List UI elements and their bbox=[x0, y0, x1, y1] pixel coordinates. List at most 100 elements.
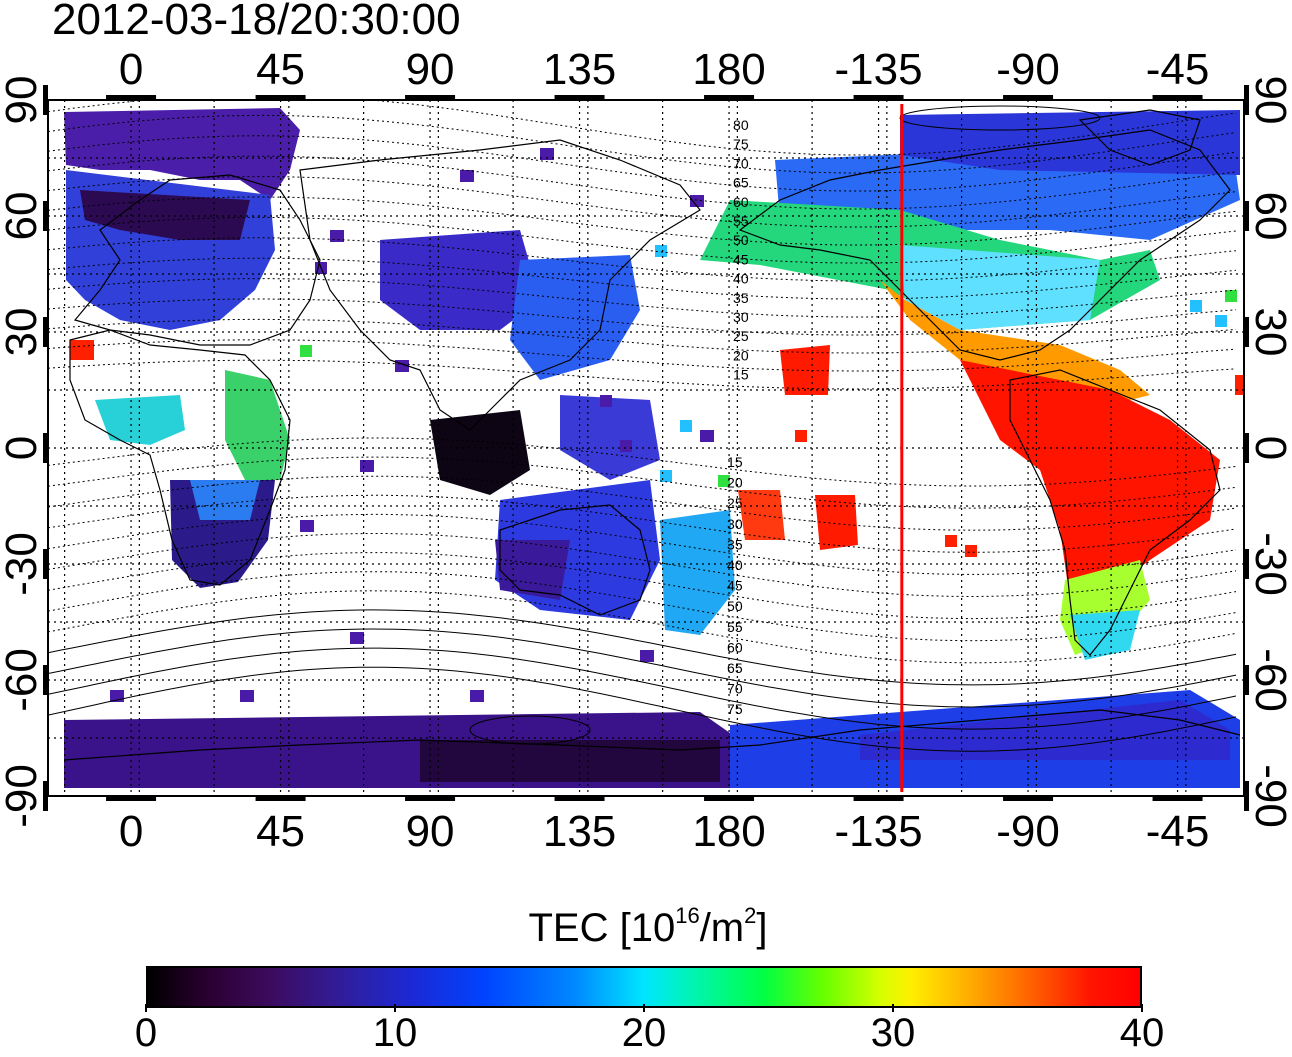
latitude-labels-left: 90 60 30 0 -30 -60 -90 bbox=[0, 76, 46, 828]
latitude-label: 30 bbox=[1246, 308, 1292, 357]
contour-label: 65 bbox=[727, 660, 743, 676]
contour-label: 40 bbox=[733, 271, 749, 287]
frame-tick-right bbox=[1244, 781, 1249, 811]
frame-tick-bottom bbox=[255, 796, 306, 801]
tec-colorbar bbox=[146, 966, 1142, 1008]
contour-label: 35 bbox=[727, 536, 743, 552]
tec-region-india-dark bbox=[430, 410, 530, 495]
frame-tick-top bbox=[704, 95, 755, 100]
latitude-label: 60 bbox=[0, 192, 46, 241]
contour-label: 50 bbox=[727, 598, 743, 614]
latitude-label: 0 bbox=[1246, 436, 1292, 460]
frame-tick-left bbox=[43, 665, 48, 695]
longitude-labels-bottom: 0 45 90 135 180 -135 -90 -45 bbox=[119, 807, 1210, 856]
magnetic-contour bbox=[48, 278, 1237, 318]
coastline-greenland bbox=[1078, 109, 1201, 166]
colorbar-tick bbox=[892, 1004, 894, 1012]
coastline-asia bbox=[299, 139, 701, 431]
frame-tick-bottom bbox=[853, 796, 904, 801]
graticule-grid bbox=[48, 100, 1244, 796]
longitude-label: 135 bbox=[543, 807, 616, 856]
longitude-label: -135 bbox=[835, 807, 923, 856]
frame-tick-left bbox=[43, 781, 48, 811]
colorbar-title-text: TEC [10 bbox=[528, 906, 676, 950]
tec-region-australia-west bbox=[495, 540, 570, 600]
contour-label: 60 bbox=[727, 639, 743, 655]
map-timestamp: 2012-03-18/20:30:00 bbox=[52, 0, 461, 44]
frame-tick-right bbox=[1244, 665, 1249, 695]
tec-region-east-asia bbox=[510, 255, 640, 380]
contour-label: 30 bbox=[733, 309, 749, 325]
colorbar-tick bbox=[394, 1004, 396, 1012]
colorbar-title-unit-exponent: 2 bbox=[744, 903, 757, 928]
latitude-label: 90 bbox=[1246, 76, 1292, 125]
contour-label: 35 bbox=[733, 290, 749, 306]
tec-region-na-center bbox=[900, 245, 1100, 330]
coastline-layer bbox=[63, 109, 1241, 761]
latitude-label: -30 bbox=[1246, 532, 1292, 596]
frame-tick-top bbox=[853, 95, 904, 100]
frame-tick-right bbox=[1244, 549, 1249, 579]
contour-label: 15 bbox=[727, 454, 743, 470]
frame-tick-right bbox=[1244, 433, 1249, 463]
tec-scatter-cells-light bbox=[655, 245, 1227, 482]
frame-tick-bottom bbox=[704, 796, 755, 801]
longitude-label: -90 bbox=[996, 45, 1060, 94]
contour-label: 80 bbox=[733, 117, 749, 133]
magnetic-contour bbox=[48, 298, 1237, 336]
tec-region-europe-asia-north bbox=[64, 108, 300, 200]
contour-label: 45 bbox=[733, 251, 749, 267]
tec-world-map: 80 75 70 65 60 55 50 45 40 35 30 25 20 15 15 20 25 30 35 40… bbox=[0, 45, 1292, 856]
frame-tick-top bbox=[405, 95, 456, 100]
longitude-label: -90 bbox=[996, 807, 1060, 856]
frame-tick-top bbox=[255, 95, 306, 100]
magnetic-contour bbox=[48, 456, 1237, 509]
latitude-label: 60 bbox=[1246, 192, 1292, 241]
frame-tick-bottom bbox=[405, 796, 456, 801]
tec-region-na-yellow bbox=[880, 280, 1150, 405]
tec-region-africa-mid bbox=[190, 480, 260, 520]
colorbar-title-close: ] bbox=[756, 906, 768, 950]
frame-tick-top bbox=[1003, 95, 1054, 100]
contour-label: 75 bbox=[727, 701, 743, 717]
longitude-label: -135 bbox=[835, 45, 923, 94]
magnetic-contour bbox=[48, 494, 1237, 553]
magnetic-contour bbox=[48, 552, 1237, 620]
tec-region-west-africa bbox=[95, 395, 185, 445]
magnetic-contour-labels: 80 75 70 65 60 55 50 45 40 35 30 25 20 15 15 20 25 30 35 40… bbox=[727, 117, 749, 717]
contour-label: 50 bbox=[733, 232, 749, 248]
tec-scatter-cells bbox=[110, 148, 714, 702]
coastline-europe bbox=[73, 174, 321, 346]
magnetic-contour bbox=[48, 257, 1237, 300]
colorbar-title-unit: /m bbox=[699, 906, 745, 950]
magnetic-contour bbox=[48, 359, 1237, 390]
latitude-label: 30 bbox=[0, 308, 46, 357]
magnetic-pole-ring bbox=[899, 105, 1101, 131]
longitude-label: 0 bbox=[119, 807, 143, 856]
magnetic-pole-ring bbox=[469, 715, 591, 745]
magnetic-contour bbox=[48, 475, 1237, 531]
longitude-label: 180 bbox=[692, 45, 765, 94]
frame-tick-left bbox=[43, 433, 48, 463]
contour-label: 20 bbox=[733, 347, 749, 363]
contour-label: 70 bbox=[727, 681, 743, 697]
coastline-antarctica bbox=[63, 709, 1241, 761]
coastline-north-america bbox=[738, 129, 1231, 361]
contour-label: 70 bbox=[733, 155, 749, 171]
tec-region-pacific-blob2 bbox=[815, 495, 858, 550]
colorbar-tick bbox=[1141, 1004, 1143, 1012]
contour-label: 25 bbox=[727, 495, 743, 511]
magnetic-contour bbox=[48, 571, 1237, 642]
magnetic-contour bbox=[48, 533, 1237, 598]
longitude-label: -45 bbox=[1146, 807, 1210, 856]
colorbar-tick-label: 30 bbox=[870, 1011, 916, 1055]
longitude-label: -45 bbox=[1146, 45, 1210, 94]
contour-label: 75 bbox=[733, 136, 749, 152]
magnetic-contour bbox=[48, 216, 1237, 264]
tec-region-africa-east bbox=[225, 370, 290, 480]
frame-tick-bars bbox=[43, 85, 1249, 811]
tec-region-nz bbox=[660, 510, 735, 635]
colorbar-tick bbox=[643, 1004, 645, 1012]
magnetic-contour bbox=[48, 609, 1237, 686]
tec-region-europe-dark bbox=[80, 190, 250, 240]
